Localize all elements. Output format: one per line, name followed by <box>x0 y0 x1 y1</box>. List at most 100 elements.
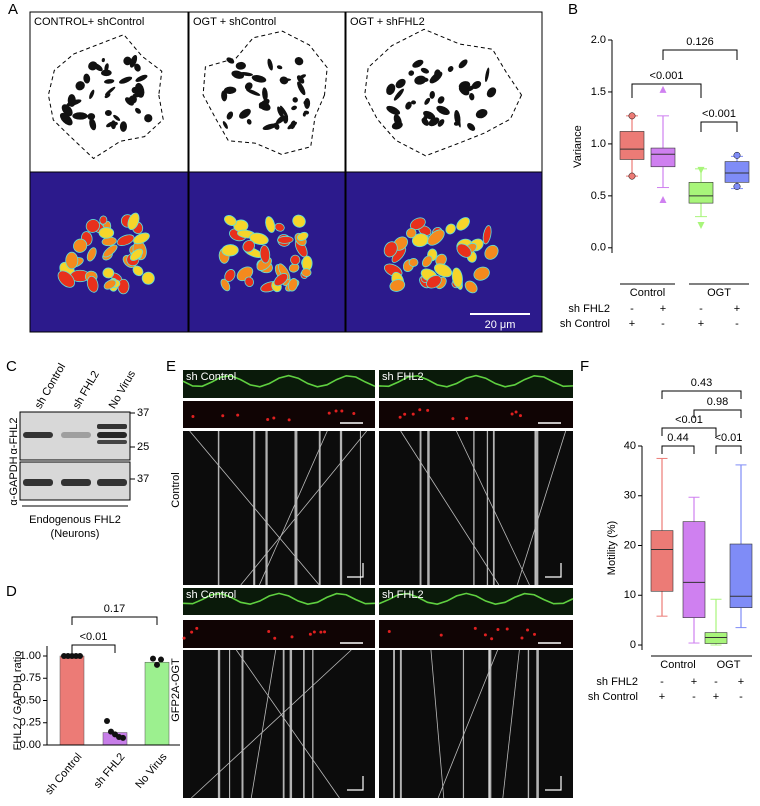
mito <box>104 109 112 117</box>
scale-bar <box>347 776 364 791</box>
mito-heat <box>86 275 99 293</box>
y-tick-label: 0.50 <box>20 694 41 706</box>
mito-heat <box>99 215 108 225</box>
sign: - <box>735 318 739 330</box>
mito-dot <box>518 414 522 418</box>
mito-heat <box>421 255 433 268</box>
mito-heat <box>129 248 144 261</box>
mito-heat <box>484 244 499 260</box>
antibody-label: α-GAPDH <box>8 456 20 505</box>
mito <box>226 111 234 120</box>
moving-track <box>430 649 445 799</box>
band <box>61 479 91 486</box>
mito <box>246 119 252 125</box>
mito <box>226 57 235 64</box>
mito <box>144 114 153 123</box>
mito-heat <box>434 263 453 278</box>
row-label: sh Control <box>588 691 638 703</box>
sig-bracket <box>631 83 702 98</box>
mito <box>454 109 461 126</box>
panel-letter: D <box>6 583 17 600</box>
bar <box>144 661 170 746</box>
column-label: sh Control <box>186 371 236 383</box>
x-tick-label: No Virus <box>133 751 169 791</box>
cell-outline <box>202 30 328 155</box>
mito-heat <box>389 279 406 292</box>
data-point <box>697 166 705 174</box>
moving-track <box>456 430 530 586</box>
mito <box>119 121 127 132</box>
mito <box>135 107 142 114</box>
kymograph <box>183 650 375 798</box>
mito <box>251 75 267 83</box>
data-point <box>659 85 667 93</box>
condition-label: OGT + shFHL2 <box>350 16 425 28</box>
mito <box>262 123 277 131</box>
band <box>97 424 127 429</box>
mito <box>72 112 88 120</box>
mito-heat <box>57 270 75 288</box>
sig-bracket <box>700 121 738 132</box>
mito-dot <box>505 627 509 631</box>
mito <box>135 74 148 82</box>
sign: - <box>692 691 696 703</box>
mito <box>244 82 253 91</box>
mito-dot <box>510 412 514 416</box>
column-label: sh FHL2 <box>382 371 424 383</box>
moving-track <box>400 430 500 586</box>
mito <box>458 85 470 96</box>
mito <box>297 81 306 96</box>
axon <box>182 374 376 388</box>
mito-dot <box>190 630 194 634</box>
y-tick-label: 1.0 <box>591 138 606 150</box>
sig-label: <0.01 <box>80 631 108 643</box>
antibody-label: α-FHL2 <box>8 418 20 455</box>
mito-image <box>379 401 573 428</box>
moving-track <box>437 649 499 799</box>
moving-track <box>235 649 340 799</box>
mito <box>134 63 141 72</box>
row-label: GFP2A-OGT <box>170 658 182 722</box>
sign: + <box>734 303 740 315</box>
mito <box>105 86 116 96</box>
mito-dot <box>418 408 422 412</box>
mito <box>223 86 237 95</box>
mito-heat <box>98 227 115 239</box>
mito <box>421 117 429 126</box>
band <box>61 432 91 438</box>
box <box>729 543 753 609</box>
x-tick-label: sh Control <box>43 751 84 797</box>
sig-bracket <box>661 427 717 436</box>
axon <box>378 374 574 388</box>
mito-heat <box>451 267 463 288</box>
mito-heat <box>405 227 417 239</box>
mito-dot <box>319 630 323 634</box>
kymograph <box>379 650 573 798</box>
mito-heat <box>482 225 492 245</box>
mito-heat <box>473 266 490 281</box>
data-point <box>697 221 705 229</box>
y-tick-label: 0.75 <box>20 672 41 684</box>
mito <box>437 119 445 127</box>
mito-dot <box>334 409 338 413</box>
mito-heat <box>427 229 445 246</box>
scale-bar-label: 20 μm <box>485 319 516 331</box>
mito-dot <box>352 412 356 416</box>
mito <box>83 73 91 84</box>
sign: + <box>629 318 635 330</box>
y-tick-label: 1.5 <box>591 86 606 98</box>
mito-heat <box>244 276 254 287</box>
box <box>650 147 676 168</box>
mito <box>89 89 95 100</box>
mito-heat <box>464 280 478 294</box>
mito <box>405 101 412 110</box>
mito <box>429 90 435 99</box>
mito-heat <box>86 247 97 262</box>
mito <box>391 121 403 130</box>
mito <box>411 100 417 105</box>
group-label: OGT <box>717 659 741 671</box>
mito-heat <box>224 215 237 227</box>
mito <box>88 61 98 71</box>
sign: - <box>660 676 664 688</box>
sig-label: <0.001 <box>702 108 736 120</box>
